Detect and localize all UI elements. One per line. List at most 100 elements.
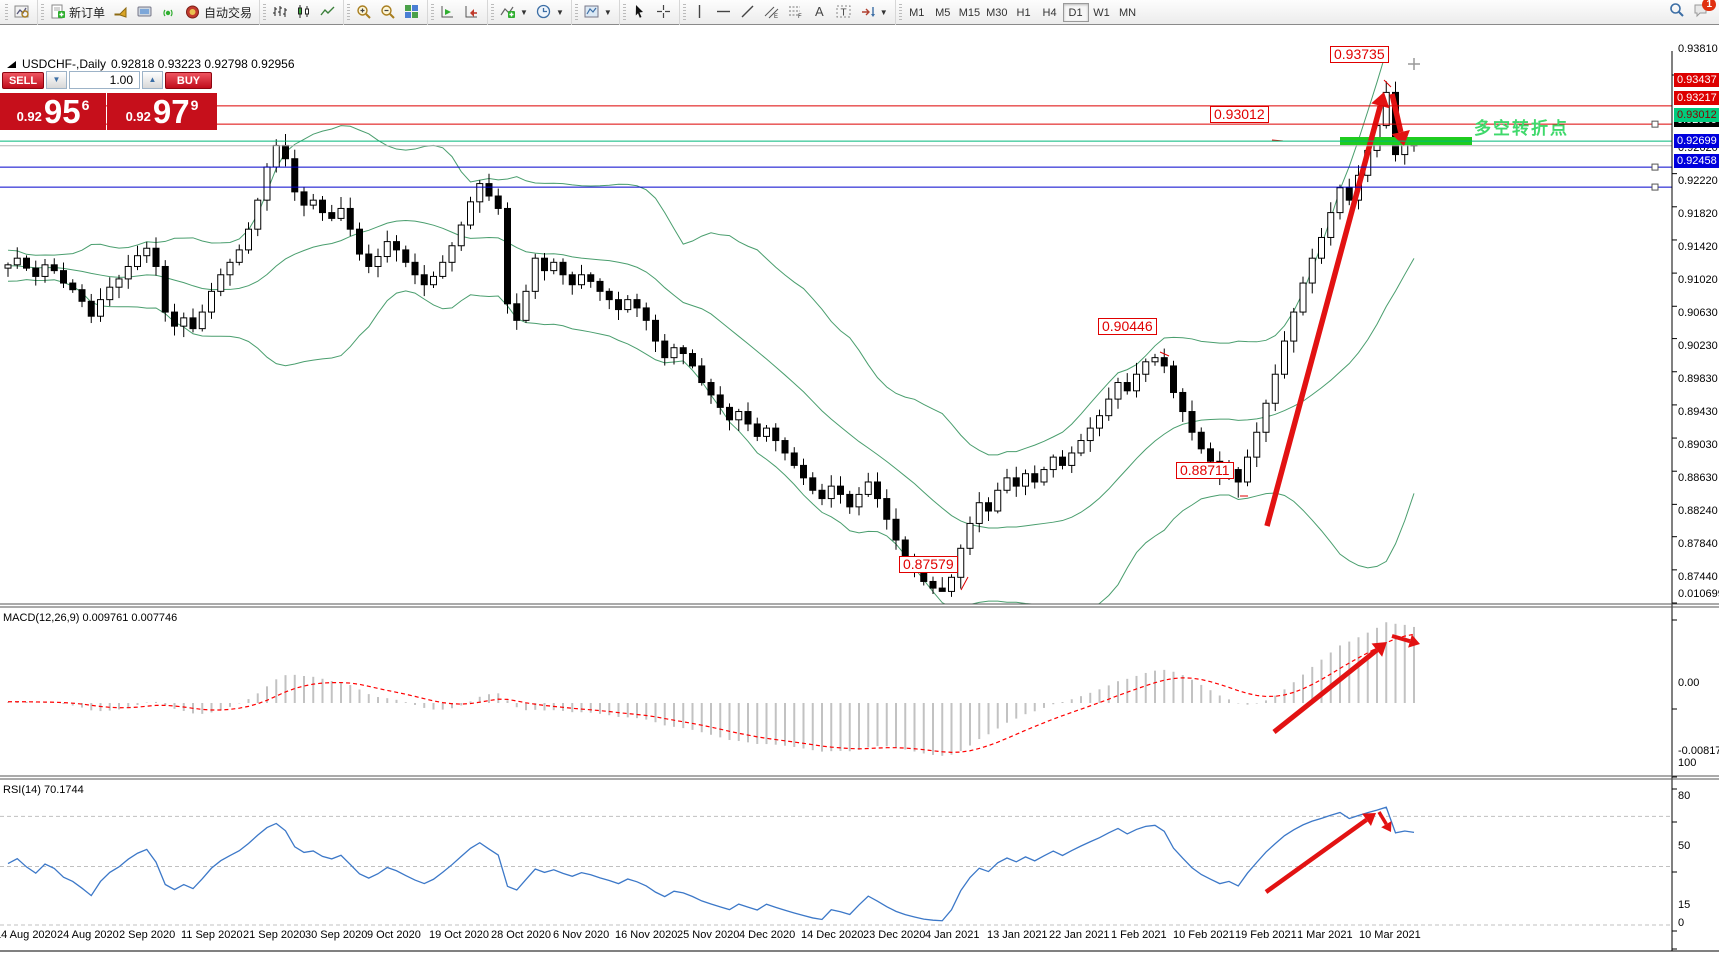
buy-price[interactable]: 0.92 97 9 [107,93,217,130]
signal-button[interactable] [157,2,181,23]
timeframe-m5[interactable]: M5 [935,6,951,19]
date-axis-label: 6 Nov 2020 [553,929,610,941]
candlestick [337,207,345,219]
rsi-pane[interactable] [0,806,1672,926]
line-handle[interactable] [1651,183,1659,191]
candlestick [689,353,696,367]
search-button[interactable] [1669,2,1685,23]
trend-up-arrow[interactable] [1264,105,1383,527]
candlestick-button[interactable] [292,2,316,23]
buy-button[interactable]: BUY [165,71,212,89]
candlestick [1382,91,1390,127]
candlestick [596,280,604,292]
line-chart-button[interactable] [316,2,340,23]
candlestick [874,481,881,500]
vertical-line-button[interactable] [688,2,712,23]
candlestick [1012,477,1020,487]
zoom-in-button[interactable] [352,2,376,23]
candlestick [652,319,659,342]
candlestick [827,485,835,500]
main-toolbar: 新订单 自动交易 ▼ ▼ ▼ E F A T ▼ M1 M5 M15 M30 H1 H4 D1 W1 MN 1 [0,0,1719,25]
templates-button[interactable]: ▼ [580,2,616,23]
svg-text:E: E [774,14,778,20]
text-button[interactable]: A [808,2,832,23]
candlestick [189,317,197,330]
line-handle[interactable] [1651,120,1659,128]
chart-preview-button[interactable] [10,2,34,23]
autotrade-button[interactable]: 自动交易 [181,2,256,23]
candlestick [115,278,123,288]
candlestick [800,464,807,479]
main-price-pane[interactable] [4,26,1418,610]
indicators-button[interactable]: ▼ [496,2,532,23]
terminal-button[interactable] [133,2,157,23]
candlestick [837,485,844,495]
fibonacci-button[interactable]: F [784,2,808,23]
macd-turn-arrow[interactable] [1391,634,1411,644]
cursor-button[interactable] [628,2,652,23]
line-handle[interactable] [1651,163,1659,171]
candlestick [864,481,872,495]
buy-price-base: 0.92 [125,109,151,124]
chart-shift-button[interactable] [460,2,484,23]
bar-chart-button[interactable] [268,2,292,23]
timeframe-m30[interactable]: M30 [986,6,1008,19]
timeframe-m1[interactable]: M1 [909,6,925,19]
terminal-icon [137,6,152,17]
text-label-button[interactable]: T [832,2,856,23]
volume-increase-button[interactable]: ▲ [142,71,163,89]
trendline-button[interactable] [736,2,760,23]
crosshair-button[interactable] [652,2,676,23]
sell-price[interactable]: 0.92 95 6 [0,93,106,130]
candlestick [97,299,104,317]
chart-shift-icon [465,6,478,18]
candlestick [1290,311,1298,342]
candlestick [818,489,826,500]
indicators-icon [500,6,516,18]
chart-canvas[interactable] [0,26,1719,970]
rsi-up-arrow[interactable] [1264,817,1368,894]
chart-window[interactable]: USDCHF-,Daily 0.92818 0.93223 0.92798 0.… [0,26,1719,952]
candlestick [504,207,511,305]
rsi-line [7,806,1415,922]
candlestick [60,270,67,284]
horizontal-line-button[interactable] [712,2,736,23]
horizontal-line-icon [716,10,730,13]
ohlc-values: 0.92818 0.93223 0.92798 0.92956 [111,57,295,71]
timeframe-h4[interactable]: H4 [1042,6,1057,19]
price-annotation-label[interactable]: 0.88711 [1176,462,1234,479]
price-annotation-label[interactable]: 0.93012 [1210,106,1269,123]
candlestick [1049,456,1057,471]
sell-button[interactable]: SELL [2,71,44,89]
macd-pane[interactable] [7,622,1415,756]
zoom-out-button[interactable] [376,2,400,23]
price-annotation-label[interactable]: 0.87579 [899,556,958,573]
candlestick [735,411,743,421]
volume-input[interactable] [69,71,140,89]
autotrade-icon [186,5,200,19]
timeframe-d1[interactable]: D1 [1062,2,1089,22]
channel-button[interactable]: E [760,2,784,23]
candlestick [300,191,308,206]
reversal-down-arrow[interactable] [1389,93,1404,133]
auto-scroll-button[interactable] [436,2,460,23]
periods-button[interactable]: ▼ [532,2,568,23]
timeframe-h1[interactable]: H1 [1016,6,1031,19]
rsi-turn-arrow[interactable] [1377,811,1388,826]
candlestick [615,299,622,311]
tile-windows-button[interactable] [400,2,424,23]
price-annotation-label[interactable]: 0.93735 [1330,46,1389,63]
new-order-button[interactable]: 新订单 [46,2,109,23]
candlestick [282,144,289,160]
volume-decrease-button[interactable]: ▼ [46,71,67,89]
candlestick [753,423,761,437]
shapes-button[interactable]: ▼ [856,2,892,23]
timeframe-mn[interactable]: MN [1118,6,1137,19]
shapes-icon [861,7,875,17]
macd-up-arrow[interactable] [1272,648,1379,734]
notifications-button[interactable]: 1 [1693,0,1716,23]
price-annotation-label[interactable]: 0.90446 [1098,318,1157,335]
timeframe-m15[interactable]: M15 [958,6,981,19]
timeframe-w1[interactable]: W1 [1093,6,1110,19]
horn-button[interactable] [109,2,133,23]
